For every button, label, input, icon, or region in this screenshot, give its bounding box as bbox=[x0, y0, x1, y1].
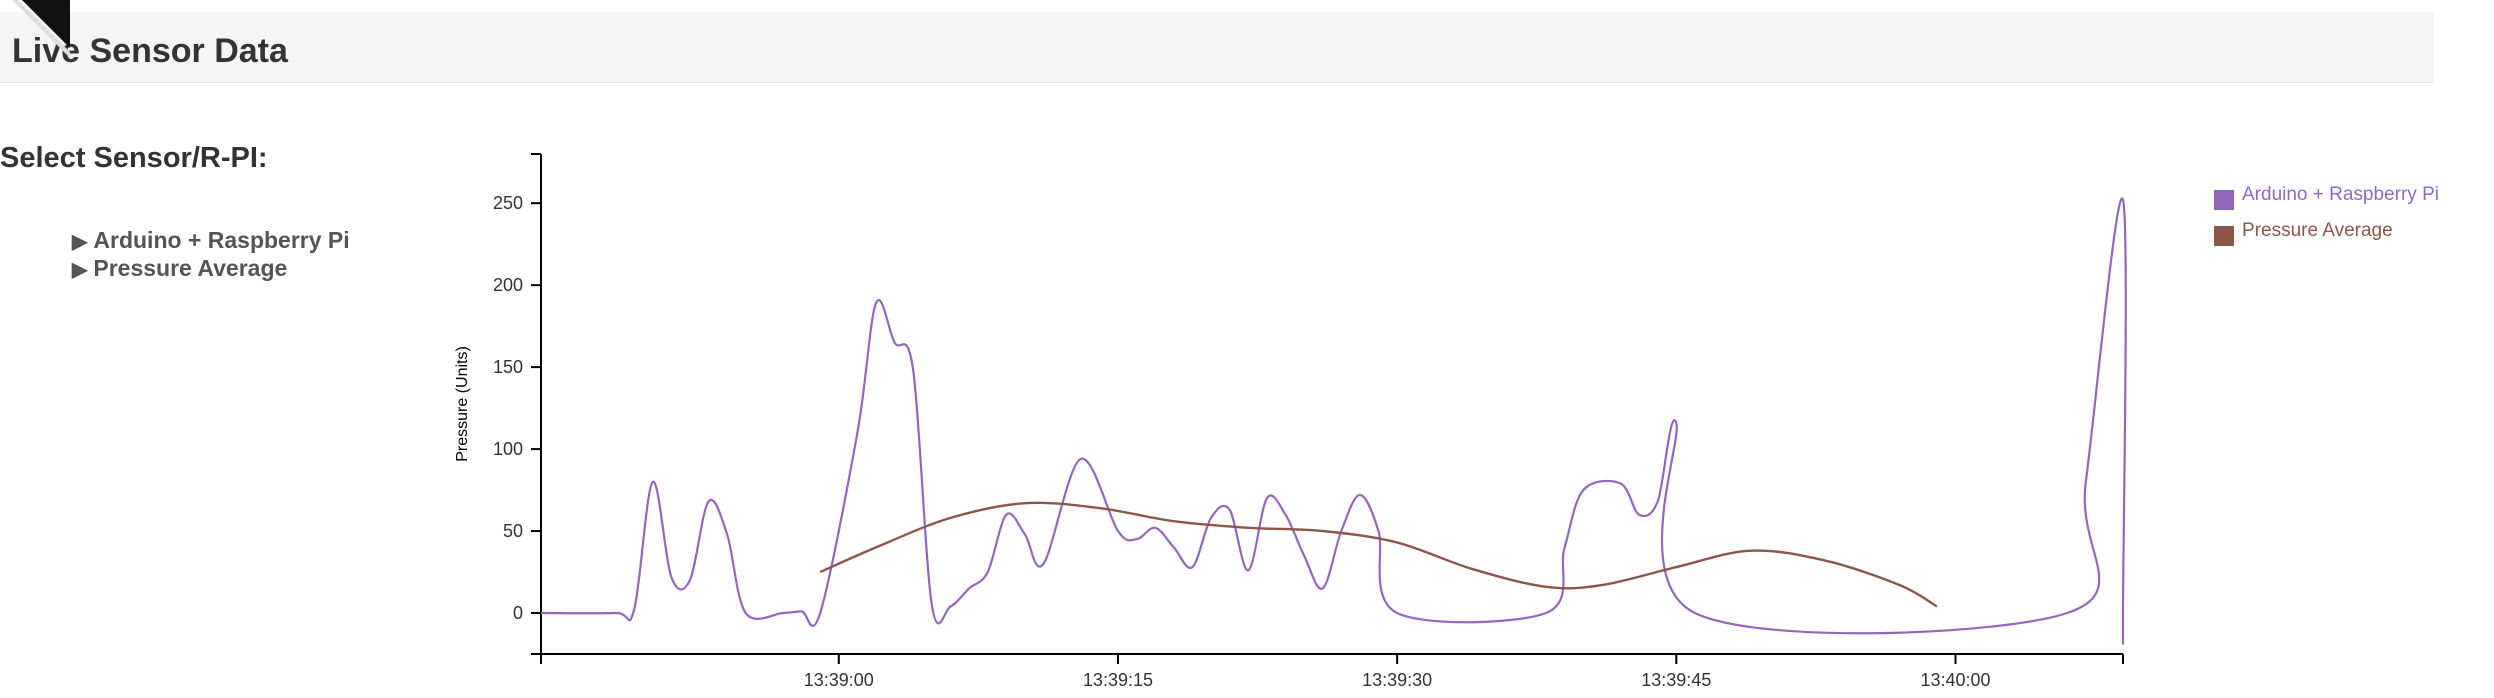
x-tick-label: 13:40:00 bbox=[1920, 670, 1990, 690]
y-tick-label: 200 bbox=[493, 275, 523, 295]
x-tick-label: 13:39:45 bbox=[1641, 670, 1711, 690]
y-axis-label: Pressure (Units) bbox=[454, 346, 471, 462]
sensor-item-label: Arduino + Raspberry Pi bbox=[93, 227, 350, 253]
sensor-list: ▶ Arduino + Raspberry Pi ▶ Pressure Averag… bbox=[72, 226, 350, 282]
x-tick-label: 13:39:00 bbox=[804, 670, 874, 690]
expand-triangle-icon: ▶ bbox=[72, 259, 88, 281]
y-axis: 0 50 100 150 200 250 bbox=[493, 153, 542, 655]
expand-triangle-icon: ▶ bbox=[72, 231, 88, 253]
legend-label-arduino: Arduino + Raspberry Pi bbox=[2242, 184, 2439, 205]
x-tick-label: 13:39:15 bbox=[1083, 670, 1153, 690]
series-line-pressure-average bbox=[819, 501, 1938, 608]
page-curl-corner bbox=[12, 0, 70, 58]
x-tick-label: 13:39:30 bbox=[1362, 670, 1432, 690]
legend-swatch-pressure-average bbox=[2214, 226, 2234, 246]
sensor-item-pressure-average[interactable]: ▶ Pressure Average bbox=[72, 254, 350, 282]
y-tick-label: 250 bbox=[493, 193, 523, 213]
legend-label-pressure-average: Pressure Average bbox=[2242, 220, 2393, 241]
y-tick-label: 150 bbox=[493, 357, 523, 377]
sensor-item-label: Pressure Average bbox=[93, 255, 288, 281]
sensor-item-arduino[interactable]: ▶ Arduino + Raspberry Pi bbox=[72, 226, 350, 254]
page-title: Live Sensor Data bbox=[12, 32, 288, 70]
series-line-arduino bbox=[540, 197, 2127, 645]
x-axis: 13:39:00 13:39:15 13:39:30 13:39:45 13:40:00 bbox=[540, 653, 2124, 690]
page-header: Live Sensor Data bbox=[0, 12, 2434, 83]
y-tick-label: 0 bbox=[513, 603, 523, 623]
legend-swatch-arduino bbox=[2214, 190, 2234, 210]
chart-legend: Arduino + Raspberry Pi Pressure Average bbox=[2214, 184, 2439, 246]
series-layer bbox=[540, 197, 2127, 645]
sensor-select-title: Select Sensor/R-PI: bbox=[0, 142, 268, 174]
y-tick-label: 50 bbox=[503, 521, 523, 541]
y-tick-label: 100 bbox=[493, 439, 523, 459]
